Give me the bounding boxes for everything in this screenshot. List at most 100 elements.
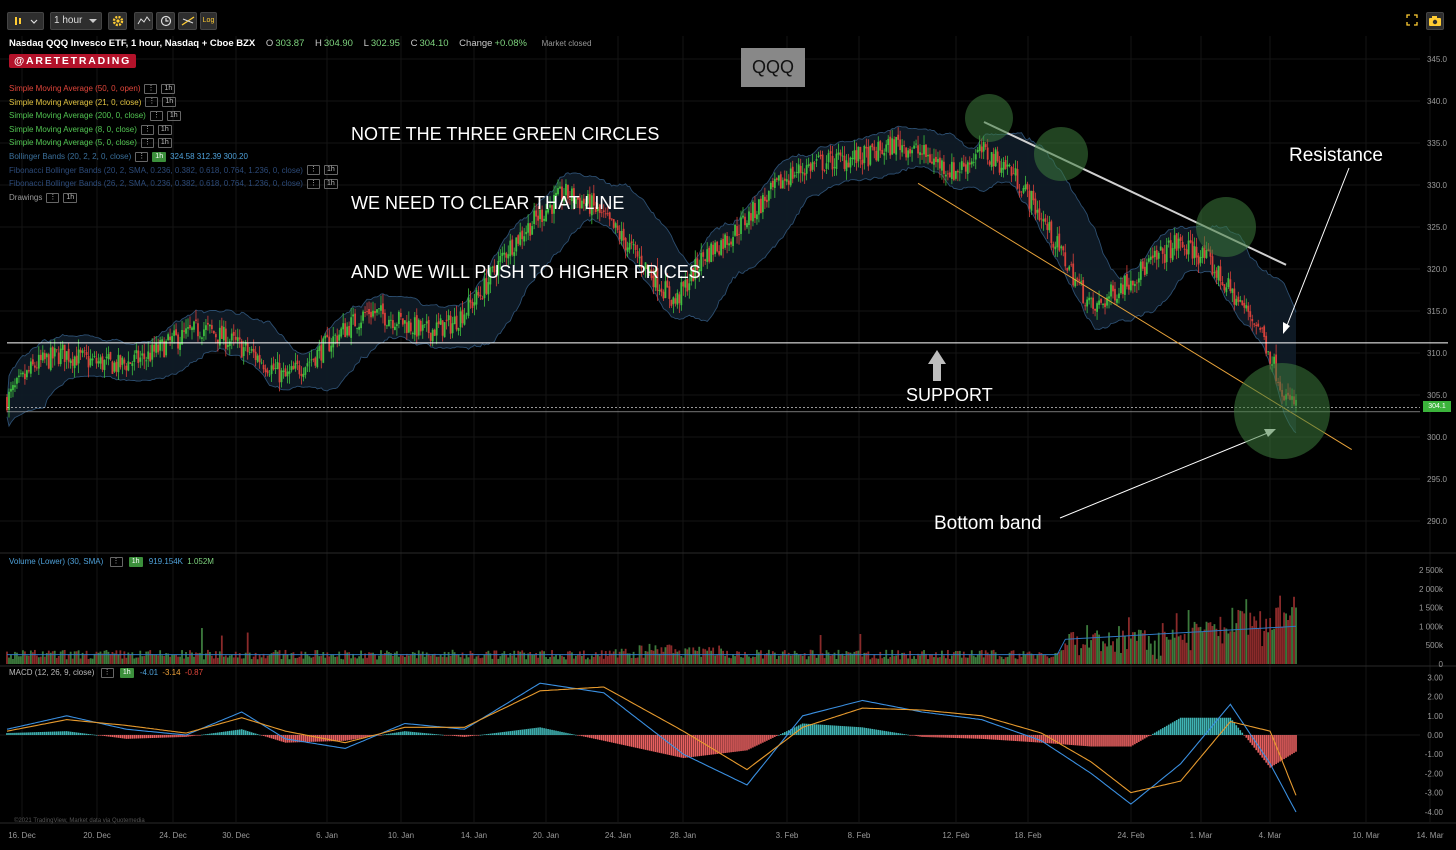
legend-menu-icon[interactable]: ⋮ bbox=[306, 179, 320, 190]
volume-menu-icon[interactable]: ⋮ bbox=[109, 557, 123, 567]
candle-body bbox=[702, 252, 705, 257]
legend-menu-icon[interactable]: ⋮ bbox=[144, 83, 158, 94]
legend-menu-icon[interactable]: ⋮ bbox=[140, 124, 154, 135]
candle-body bbox=[256, 355, 259, 362]
candle-body bbox=[81, 350, 84, 354]
macd-interval-chip[interactable]: 1h bbox=[119, 668, 134, 678]
legend-interval-chip[interactable]: 1h bbox=[323, 165, 338, 176]
legend-row[interactable]: Simple Moving Average (50, 0, open) ⋮ 1h bbox=[9, 82, 338, 96]
volume-bar bbox=[181, 650, 183, 664]
legend-row[interactable]: Simple Moving Average (5, 0, close) ⋮ 1h bbox=[9, 136, 338, 150]
legend-menu-icon[interactable]: ⋮ bbox=[145, 97, 159, 108]
candle-body bbox=[664, 281, 667, 299]
fullscreen-icon[interactable] bbox=[1406, 14, 1418, 26]
settings-button[interactable] bbox=[108, 12, 127, 30]
legend-interval-chip[interactable]: 1h bbox=[63, 192, 78, 203]
candles bbox=[6, 127, 1297, 418]
candle-body bbox=[571, 188, 573, 202]
volume-bar bbox=[254, 652, 257, 664]
time-tick-label: 12. Feb bbox=[942, 831, 970, 840]
legend-interval-chip[interactable]: 1h bbox=[166, 111, 181, 122]
candle-body bbox=[1129, 280, 1132, 291]
macd-histogram-bar bbox=[1132, 735, 1134, 746]
candle-body bbox=[1133, 283, 1136, 287]
candle-body bbox=[622, 228, 625, 241]
legend-menu-icon[interactable]: ⋮ bbox=[149, 111, 163, 122]
macd-histogram-bar bbox=[191, 735, 193, 737]
log-scale-button[interactable]: Log bbox=[200, 12, 217, 30]
candle-body bbox=[485, 277, 488, 294]
macd-histogram-bar bbox=[79, 732, 82, 735]
copyright: ©2021 TradingView, Market data via Quote… bbox=[14, 818, 145, 824]
candle-body bbox=[320, 344, 323, 361]
macd-histogram-bar bbox=[1213, 717, 1216, 735]
macd-histogram-bar bbox=[1002, 735, 1005, 741]
legend-row[interactable]: Simple Moving Average (21, 0, close) ⋮ 1h bbox=[9, 96, 338, 110]
resistance-arrow-line bbox=[1285, 167, 1350, 329]
volume-bar bbox=[525, 659, 528, 664]
macd-histogram-bar bbox=[879, 730, 882, 735]
volume-bar bbox=[278, 650, 281, 664]
drawing-tools-button[interactable] bbox=[178, 12, 197, 30]
legend-row[interactable]: Fibonacci Bollinger Bands (26, 2, SMA, 0… bbox=[9, 177, 338, 191]
replay-button[interactable] bbox=[156, 12, 175, 30]
macd-histogram-bar bbox=[972, 735, 975, 739]
legend-row[interactable]: Bollinger Bands (20, 2, 2, 0, close) ⋮ 1h 3… bbox=[9, 150, 338, 164]
candle-body bbox=[843, 155, 846, 169]
volume-bar bbox=[779, 655, 782, 664]
volume-bar bbox=[877, 658, 880, 664]
macd-histogram-bar bbox=[887, 731, 890, 735]
indicators-button[interactable] bbox=[134, 12, 153, 30]
legend-menu-icon[interactable]: ⋮ bbox=[135, 151, 149, 162]
legend-row[interactable]: Simple Moving Average (200, 0, close) ⋮ 1h bbox=[9, 109, 338, 123]
macd-histogram-bar bbox=[1110, 735, 1112, 747]
legend-interval-chip[interactable]: 1h bbox=[323, 179, 338, 190]
macd-histogram-bar bbox=[1169, 723, 1172, 735]
volume-bar bbox=[714, 655, 717, 664]
candle-body bbox=[31, 359, 34, 365]
snapshot-button[interactable] bbox=[1426, 12, 1444, 30]
legend-row[interactable]: Fibonacci Bollinger Bands (20, 2, SMA, 0… bbox=[9, 164, 338, 178]
legend-menu-icon[interactable]: ⋮ bbox=[306, 165, 320, 176]
legend-interval-chip[interactable]: 1h bbox=[161, 83, 176, 94]
legend-name: Fibonacci Bollinger Bands (20, 2, SMA, 0… bbox=[9, 165, 303, 175]
macd-histogram-bar bbox=[1289, 735, 1291, 756]
candle-body bbox=[998, 160, 1001, 173]
legend-row[interactable]: Simple Moving Average (8, 0, close) ⋮ 1h bbox=[9, 123, 338, 137]
legend-menu-icon[interactable]: ⋮ bbox=[46, 192, 60, 203]
candle-body bbox=[403, 320, 406, 324]
legend-interval-chip[interactable]: 1h bbox=[152, 151, 167, 162]
candle-body bbox=[191, 327, 193, 330]
volume-bar bbox=[439, 654, 442, 664]
macd-histogram-bar bbox=[165, 735, 167, 738]
interval-select[interactable]: 1 hour bbox=[50, 12, 102, 30]
macd-histogram-bar bbox=[923, 735, 925, 737]
candle-body bbox=[1191, 241, 1194, 259]
macd-menu-icon[interactable]: ⋮ bbox=[100, 668, 114, 678]
volume-bar bbox=[372, 652, 374, 664]
candle-body bbox=[594, 206, 597, 212]
legend-interval-chip[interactable]: 1h bbox=[157, 138, 172, 149]
macd-histogram-bar bbox=[49, 731, 52, 735]
volume-interval-chip[interactable]: 1h bbox=[128, 557, 143, 567]
legend-row[interactable]: Drawings ⋮ 1h bbox=[9, 191, 338, 205]
legend-menu-icon[interactable]: ⋮ bbox=[140, 138, 154, 149]
volume-bar bbox=[415, 658, 418, 664]
macd-histogram-bar bbox=[445, 735, 448, 736]
candle-body bbox=[427, 319, 430, 333]
volume-tick-label: 1 500k bbox=[1419, 604, 1444, 613]
time-tick-label: 24. Dec bbox=[159, 831, 187, 840]
chart-type-button[interactable] bbox=[7, 12, 44, 30]
volume-bar bbox=[260, 657, 263, 664]
candle-body bbox=[1255, 324, 1258, 327]
candle-body bbox=[535, 210, 538, 217]
volume-bar bbox=[423, 656, 426, 664]
volume-bar bbox=[302, 658, 305, 664]
candle-body bbox=[761, 195, 764, 213]
volume-bar bbox=[419, 653, 422, 664]
volume-bar bbox=[411, 651, 414, 664]
legend-interval-chip[interactable]: 1h bbox=[157, 124, 172, 135]
legend-interval-chip[interactable]: 1h bbox=[162, 97, 177, 108]
macd-histogram-bar bbox=[583, 735, 585, 737]
